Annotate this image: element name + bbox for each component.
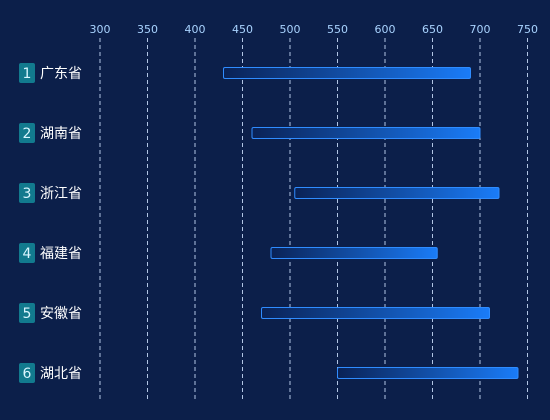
- category-labels: 1 广东省 2 湖南省 3 浙江省 4 福建省 5 安徽省 6 湖北省: [19, 63, 82, 383]
- bar-2: [251, 127, 481, 139]
- x-tick-label: 300: [90, 23, 111, 36]
- rank-badge: [19, 363, 35, 383]
- rank-number: 4: [23, 246, 32, 262]
- bar-6: [337, 367, 519, 379]
- rank-number: 6: [23, 366, 32, 382]
- x-tick-label: 500: [280, 23, 301, 36]
- x-tick-label: 650: [422, 23, 443, 36]
- bar-3: [294, 187, 500, 199]
- rank-number: 3: [23, 186, 32, 202]
- category-label: 湖南省: [40, 126, 82, 142]
- x-tick-label: 400: [185, 23, 206, 36]
- grid-lines: [99, 38, 528, 402]
- x-tick-label: 600: [375, 23, 396, 36]
- rank-badge: [19, 243, 35, 263]
- category-label: 安徽省: [40, 306, 82, 322]
- category-label: 湖北省: [40, 366, 82, 382]
- category-label: 浙江省: [40, 186, 82, 202]
- x-axis-ticks: 300 350 400 450 500 550 600 650 700 750: [90, 23, 539, 36]
- bar-4: [270, 247, 438, 259]
- x-tick-label: 450: [232, 23, 253, 36]
- rank-badge: [19, 123, 35, 143]
- rank-badge: [19, 303, 35, 323]
- rank-number: 5: [23, 306, 32, 322]
- category-label: 广东省: [40, 66, 82, 82]
- rank-number: 2: [23, 126, 32, 142]
- x-tick-label: 550: [327, 23, 348, 36]
- category-label: 福建省: [40, 246, 82, 262]
- x-tick-label: 750: [517, 23, 538, 36]
- bars: [223, 67, 519, 379]
- rank-number: 1: [23, 66, 32, 82]
- bar-5: [261, 307, 490, 319]
- rank-badge: [19, 63, 35, 83]
- x-tick-label: 700: [470, 23, 491, 36]
- x-tick-label: 350: [137, 23, 158, 36]
- rank-badge: [19, 183, 35, 203]
- bar-1: [223, 67, 471, 79]
